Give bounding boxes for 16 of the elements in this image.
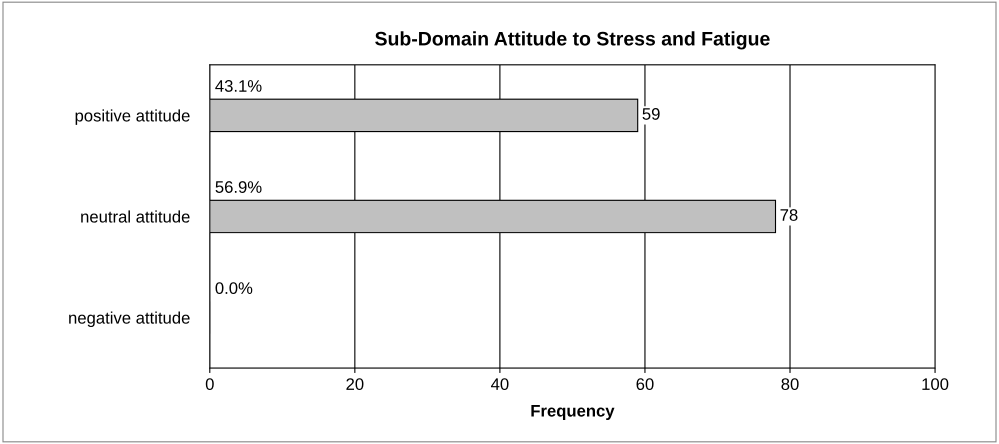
x-tick-label: 100 bbox=[922, 378, 948, 390]
y-tick-label: negative attitude bbox=[69, 311, 190, 328]
y-tick-label: neutral attitude bbox=[81, 210, 190, 223]
x-tick-label: 80 bbox=[781, 378, 799, 390]
x-axis-title: Frequency bbox=[531, 405, 614, 420]
data-label: 78 bbox=[780, 209, 798, 221]
x-tick-label: 40 bbox=[491, 378, 509, 390]
x-tick-label: 60 bbox=[636, 378, 654, 390]
y-tick-label: positive attitude bbox=[76, 109, 190, 125]
annotation: 0.0% bbox=[216, 282, 252, 294]
data-label: 59 bbox=[642, 108, 660, 120]
annotation: 56.9% bbox=[216, 181, 262, 193]
x-tick-label: 20 bbox=[346, 378, 364, 390]
chart-title: Sub-Domain Attitude to Stress and Fatigue bbox=[375, 31, 770, 50]
annotation: 43.1% bbox=[215, 80, 262, 92]
x-tick-label: 0 bbox=[206, 378, 214, 390]
